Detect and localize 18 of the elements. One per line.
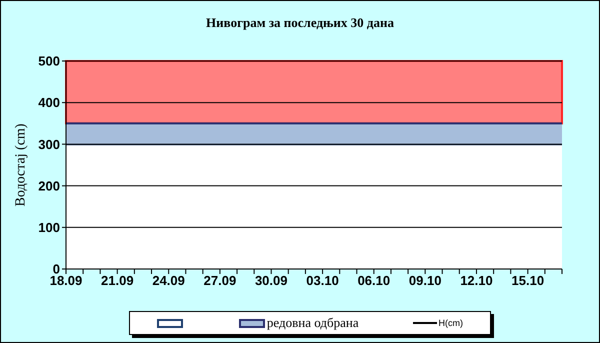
- x-tick-label: 27.09: [204, 273, 236, 288]
- y-tick-label: 100: [38, 220, 60, 236]
- x-tick-label: 06.10: [358, 273, 390, 288]
- legend-label: H(cm): [438, 318, 464, 328]
- x-tick-label: 03.10: [306, 273, 339, 288]
- y-tick-label: 300: [38, 136, 60, 152]
- x-tick-label: 09.10: [408, 273, 442, 288]
- y-axis-title: Водостај (cm): [13, 124, 29, 206]
- x-tick-label: 24.09: [152, 273, 185, 288]
- x-tick-label: 21.09: [101, 273, 134, 288]
- legend-label: редовна одбрана: [266, 315, 359, 331]
- y-tick-label: 400: [38, 95, 60, 110]
- y-tick-label: 500: [38, 54, 60, 69]
- x-tick-label: 12.10: [460, 273, 493, 288]
- x-tick-label: 30.09: [254, 273, 288, 288]
- x-tick-label: 15.10: [512, 273, 544, 288]
- y-tick-label: 200: [38, 178, 60, 194]
- chart-title: Нивограм за последњих 30 дана: [205, 15, 395, 31]
